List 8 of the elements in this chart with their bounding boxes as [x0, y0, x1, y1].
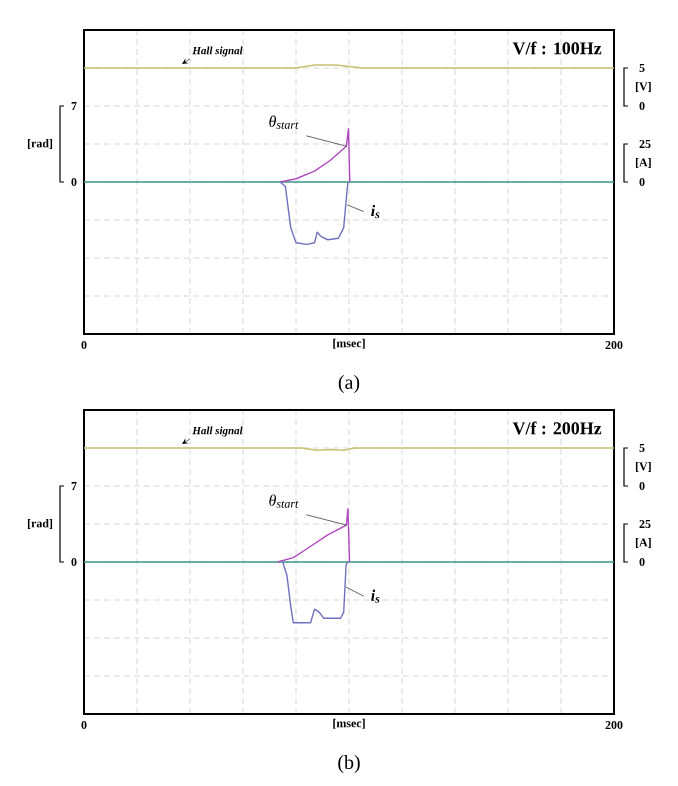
text: V/f : 100Hz — [512, 41, 602, 55]
text: (b) — [338, 755, 360, 774]
line-series — [279, 128, 351, 183]
line-series — [282, 561, 349, 624]
text: (a) — [338, 375, 360, 394]
text: V/f : 200Hz — [512, 421, 602, 435]
line-series — [279, 181, 349, 246]
line-series — [276, 508, 351, 563]
